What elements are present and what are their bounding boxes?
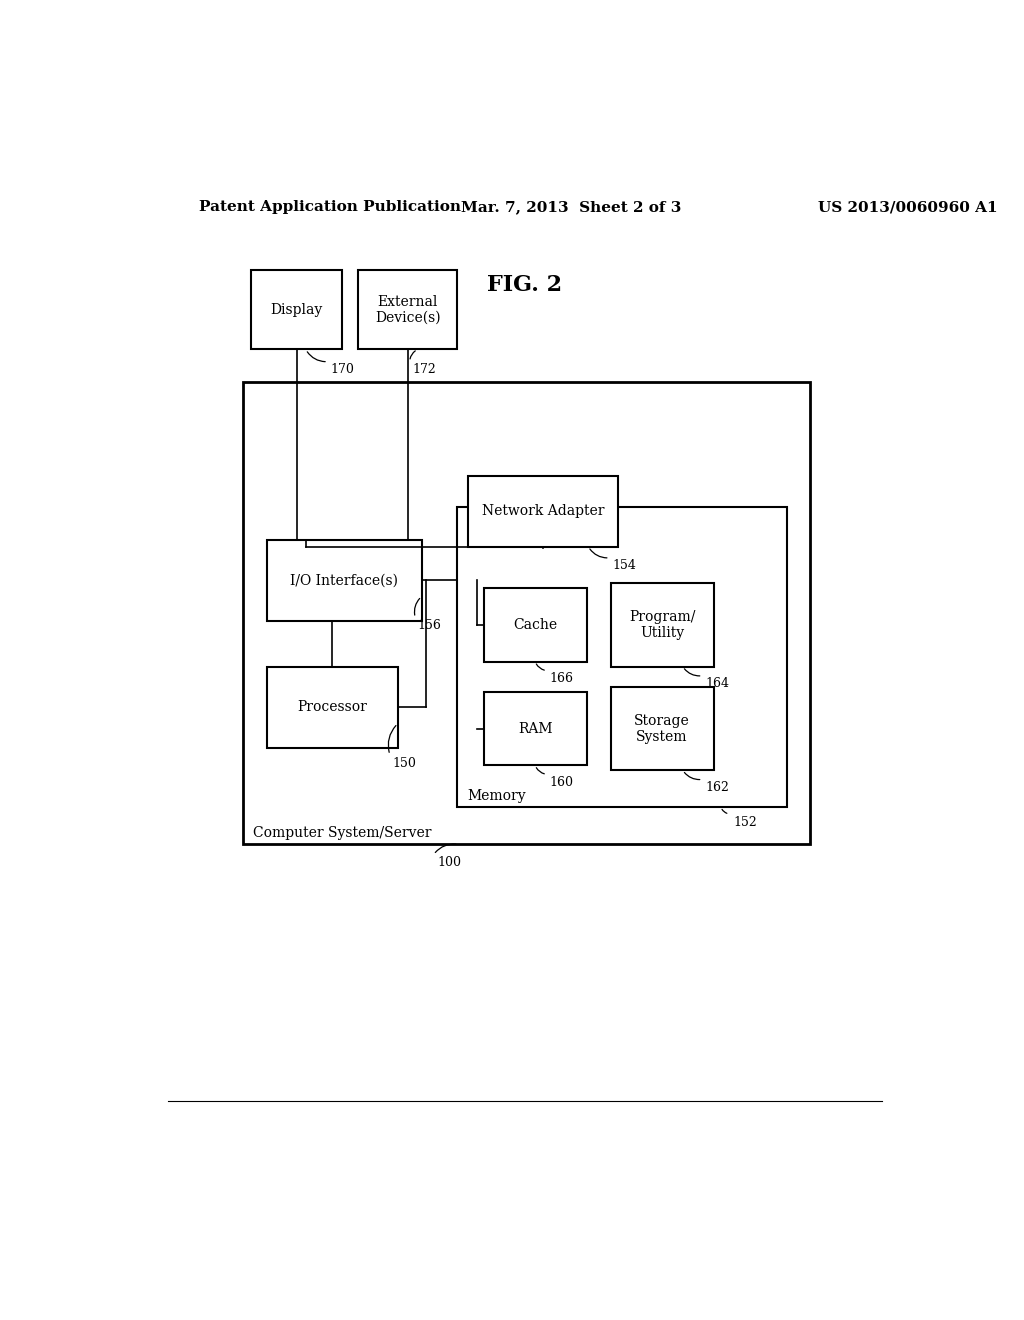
Text: 100: 100 [437, 857, 462, 870]
Bar [267, 540, 422, 620]
Bar [468, 475, 618, 546]
Text: Program/
Utility: Program/ Utility [629, 610, 695, 640]
Bar [483, 589, 587, 661]
Text: Storage
System: Storage System [634, 714, 690, 743]
Text: FIG. 2: FIG. 2 [487, 275, 562, 297]
Text: 164: 164 [705, 677, 729, 690]
Text: Patent Application Publication: Patent Application Publication [200, 201, 462, 214]
Text: 170: 170 [331, 363, 354, 376]
Text: 172: 172 [412, 363, 436, 376]
Text: Processor: Processor [297, 700, 368, 714]
Text: US 2013/0060960 A1: US 2013/0060960 A1 [818, 201, 998, 214]
Text: 152: 152 [733, 816, 758, 829]
Text: 156: 156 [418, 619, 441, 632]
Text: 154: 154 [612, 560, 636, 573]
Text: RAM: RAM [518, 722, 552, 735]
Bar [267, 667, 397, 748]
Text: Mar. 7, 2013  Sheet 2 of 3: Mar. 7, 2013 Sheet 2 of 3 [461, 201, 682, 214]
Bar [251, 271, 342, 350]
Bar [610, 583, 714, 667]
Text: External
Device(s): External Device(s) [375, 294, 440, 325]
Text: Computer System/Server: Computer System/Server [253, 826, 432, 840]
Bar [610, 686, 714, 771]
Text: Cache: Cache [513, 618, 557, 632]
Text: 162: 162 [705, 781, 729, 795]
Text: 160: 160 [550, 776, 573, 789]
Text: 166: 166 [550, 672, 573, 685]
Text: Memory: Memory [468, 788, 526, 803]
Bar [243, 381, 811, 845]
Bar [458, 507, 786, 807]
Bar [483, 692, 587, 766]
Bar [358, 271, 458, 350]
Text: Network Adapter: Network Adapter [482, 504, 604, 517]
Text: I/O Interface(s): I/O Interface(s) [290, 573, 398, 587]
Text: 150: 150 [392, 756, 416, 770]
Text: Display: Display [270, 302, 323, 317]
